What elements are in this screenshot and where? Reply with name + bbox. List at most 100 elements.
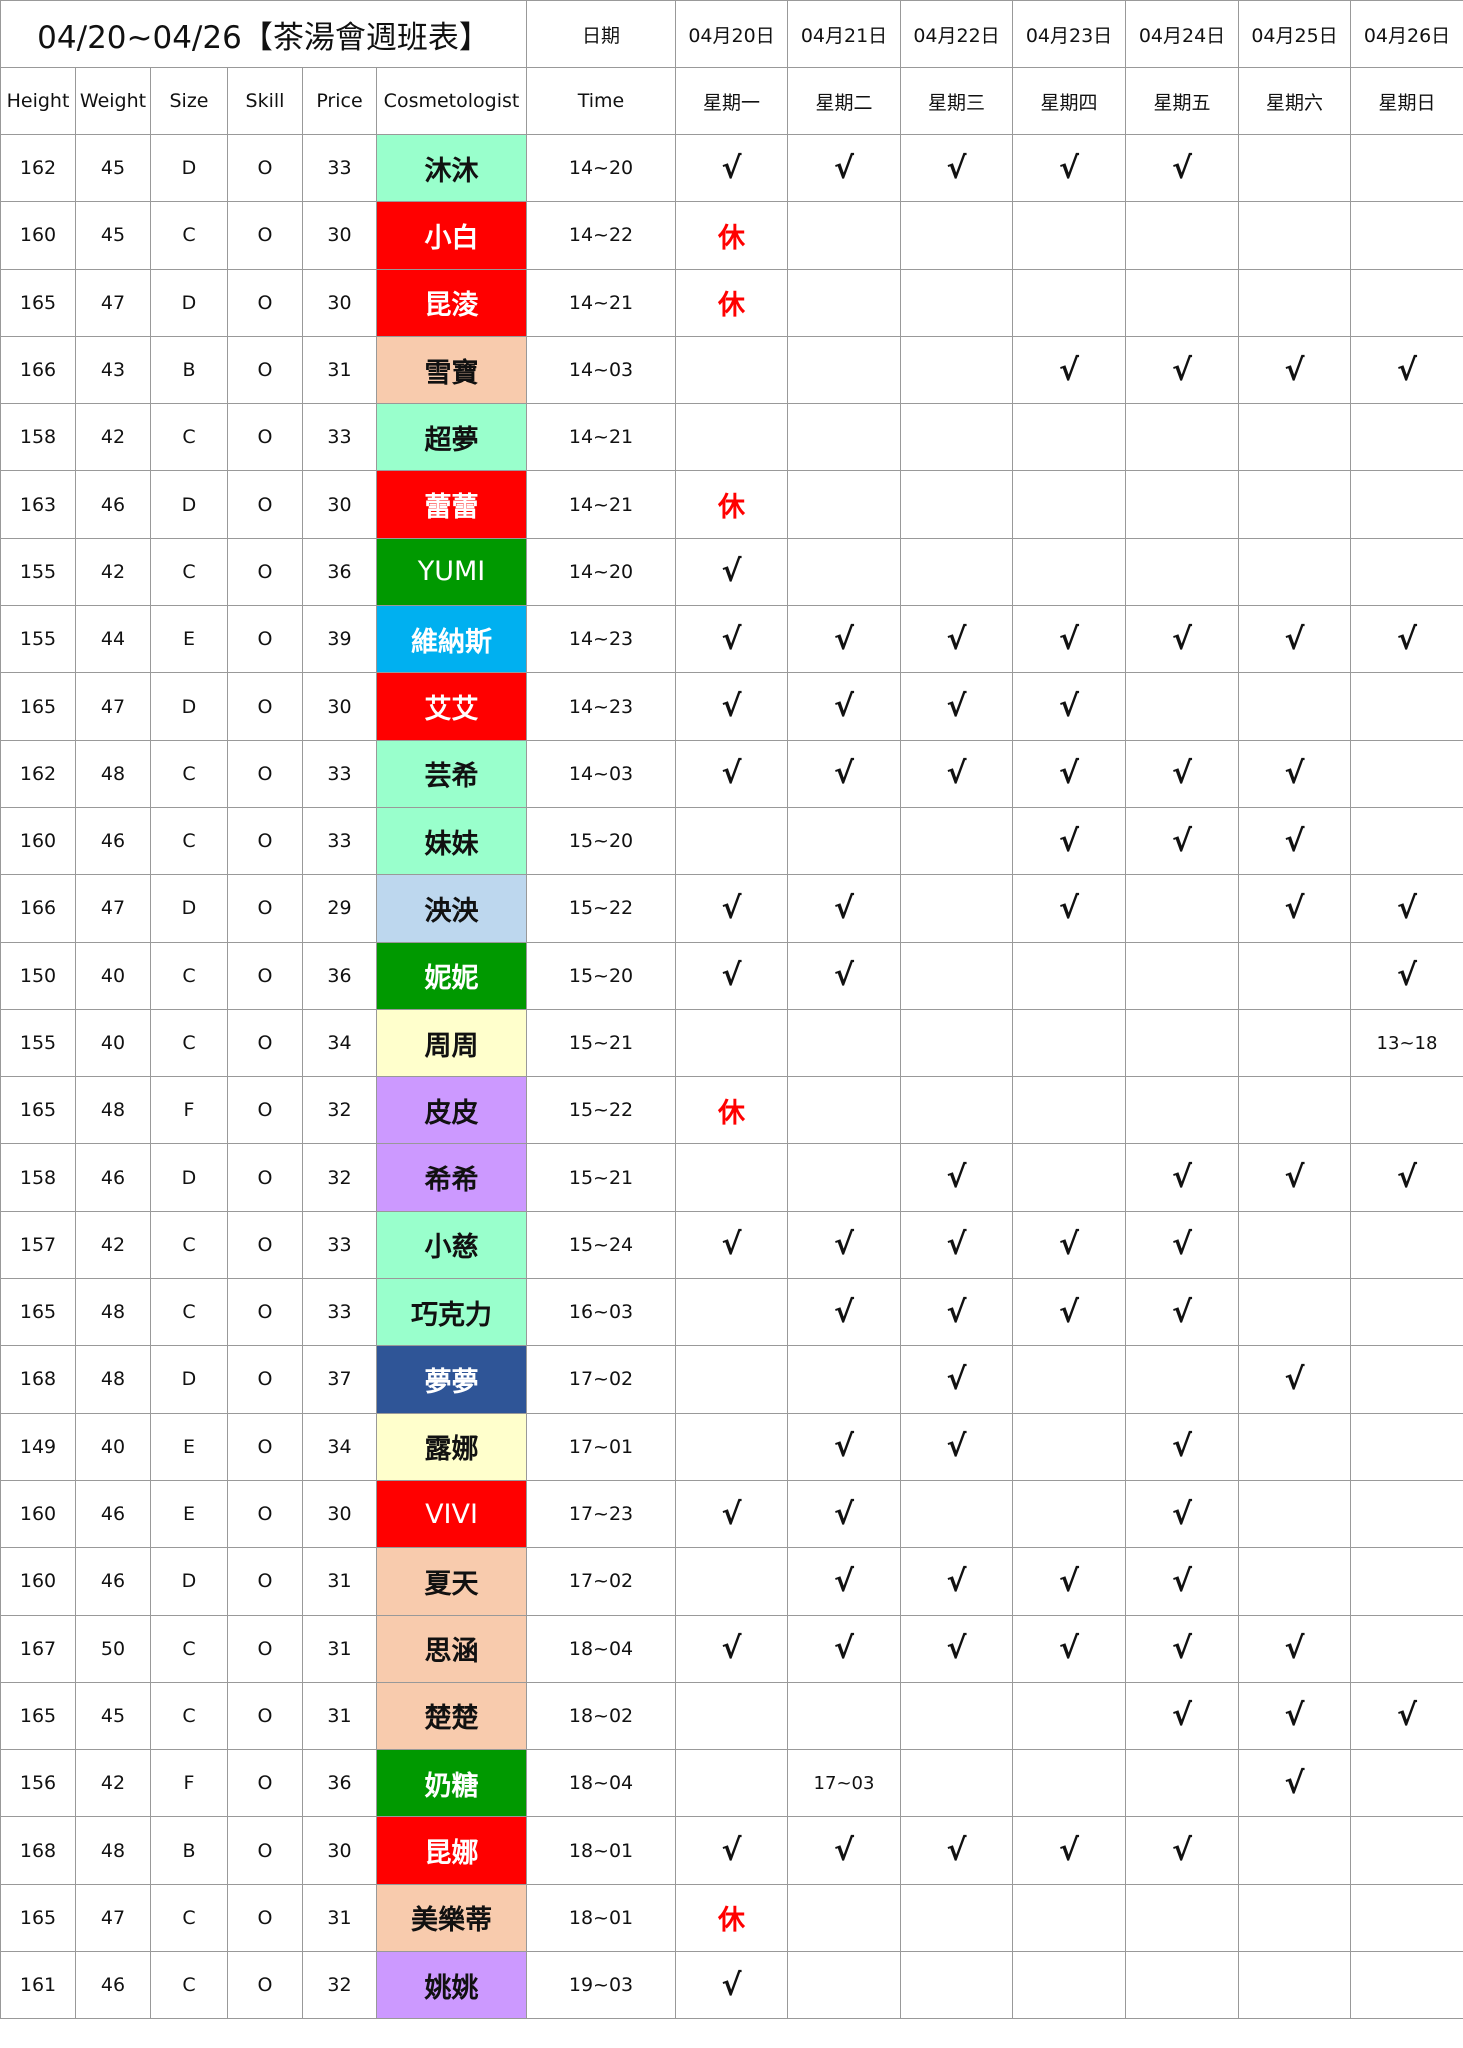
day-cell: [1350, 1614, 1463, 1683]
table-row: 165 47 D O 30 艾艾 14~23 √ √ √ √: [0, 672, 1463, 741]
price-cell: 32: [302, 1143, 377, 1212]
check-mark-cell: √: [1125, 1412, 1239, 1481]
title-row: 04/20~04/26【茶湯會週班表】 日期 04月20日 04月21日 04月22…: [0, 0, 1463, 68]
day-cell: [1238, 1951, 1351, 2020]
height-cell: 166: [0, 335, 76, 405]
check-mark-cell: √: [1238, 874, 1351, 943]
weekday-header: 星期一: [675, 67, 788, 135]
day-cell: [1125, 1076, 1239, 1145]
check-mark-cell: √: [900, 672, 1013, 741]
time-cell: 18~01: [526, 1883, 676, 1953]
check-mark-cell: √: [1238, 1614, 1351, 1683]
weight-cell: 45: [75, 201, 151, 270]
day-off-cell: 休: [675, 201, 788, 270]
day-cell: [1350, 1076, 1463, 1145]
weight-cell: 47: [75, 672, 151, 741]
day-off-cell: 休: [675, 470, 788, 539]
size-cell: D: [150, 672, 228, 741]
cosmetologist-name: 昆淩: [376, 268, 527, 337]
weight-cell: 45: [75, 133, 151, 203]
day-cell: [900, 403, 1013, 472]
day-cell: [1012, 268, 1126, 337]
time-cell: 18~04: [526, 1614, 676, 1683]
table-row: 155 42 C O 36 YUMI 14~20 √: [0, 537, 1463, 607]
check-mark-cell: √: [787, 1412, 901, 1481]
check-mark-cell: √: [1125, 739, 1239, 808]
skill-cell: O: [227, 1278, 303, 1347]
weight-cell: 46: [75, 1951, 151, 2020]
size-cell: C: [150, 1210, 228, 1280]
time-cell: 17~01: [526, 1412, 676, 1481]
height-cell: 165: [0, 1883, 76, 1953]
check-mark-cell: √: [900, 1143, 1013, 1212]
check-mark-cell: √: [1125, 335, 1239, 405]
size-cell: C: [150, 537, 228, 607]
time-cell: 18~04: [526, 1749, 676, 1818]
time-cell: 17~02: [526, 1345, 676, 1414]
day-off-cell: 休: [675, 268, 788, 337]
check-mark-cell: √: [900, 1345, 1013, 1414]
day-cell: [787, 1951, 901, 2020]
day-cell: [1238, 403, 1351, 472]
price-cell: 32: [302, 1951, 377, 2020]
table-row: 166 47 D O 29 泱泱 15~22 √ √ √ √ √: [0, 874, 1463, 943]
size-cell: E: [150, 1479, 228, 1549]
check-mark-cell: √: [1125, 1210, 1239, 1280]
check-mark-cell: √: [1350, 605, 1463, 674]
cosmetologist-name: 雪寶: [376, 335, 527, 405]
day-cell: [900, 1479, 1013, 1549]
price-cell: 30: [302, 268, 377, 337]
price-cell: 33: [302, 1210, 377, 1280]
day-cell: [900, 201, 1013, 270]
check-mark-cell: √: [787, 739, 901, 808]
day-cell: [787, 537, 901, 607]
price-cell: 36: [302, 941, 377, 1010]
height-cell: 158: [0, 1143, 76, 1212]
weight-cell: 40: [75, 1412, 151, 1481]
weekday-header: 星期五: [1125, 67, 1239, 135]
check-mark-cell: √: [1125, 1143, 1239, 1212]
price-cell: 39: [302, 605, 377, 674]
check-mark-cell: √: [1012, 1210, 1126, 1280]
day-cell: [1125, 403, 1239, 472]
skill-cell: O: [227, 1210, 303, 1280]
check-mark-cell: √: [1012, 672, 1126, 741]
check-mark-cell: √: [787, 1479, 901, 1549]
day-cell: [787, 1076, 901, 1145]
check-mark-cell: √: [1350, 874, 1463, 943]
skill-cell: O: [227, 1883, 303, 1953]
check-mark-cell: √: [787, 1547, 901, 1616]
skill-cell: O: [227, 941, 303, 1010]
height-cell: 168: [0, 1345, 76, 1414]
skill-cell: O: [227, 201, 303, 270]
height-cell: 160: [0, 1547, 76, 1616]
check-mark-cell: √: [1125, 133, 1239, 203]
size-cell: B: [150, 1816, 228, 1885]
day-cell: [1012, 1951, 1126, 2020]
price-cell: 30: [302, 672, 377, 741]
skill-cell: O: [227, 874, 303, 943]
time-cell: 14~21: [526, 470, 676, 539]
check-mark-cell: √: [675, 1951, 788, 2020]
height-cell: 168: [0, 1816, 76, 1885]
skill-cell: O: [227, 1614, 303, 1683]
size-cell: C: [150, 1681, 228, 1751]
cosmetologist-name: 艾艾: [376, 672, 527, 741]
check-mark-cell: √: [1238, 1681, 1351, 1751]
skill-cell: O: [227, 537, 303, 607]
check-mark-cell: √: [1238, 1749, 1351, 1818]
check-mark-cell: √: [1238, 806, 1351, 876]
day-cell: [1238, 1883, 1351, 1953]
weight-cell: 50: [75, 1614, 151, 1683]
day-cell: [1125, 941, 1239, 1010]
day-cell: [675, 1008, 788, 1078]
check-mark-cell: √: [900, 1412, 1013, 1481]
check-mark-cell: √: [675, 605, 788, 674]
table-row: 165 47 C O 31 美樂蒂 18~01 休: [0, 1883, 1463, 1953]
check-mark-cell: √: [1012, 605, 1126, 674]
table-row: 168 48 D O 37 夢夢 17~02 √ √: [0, 1345, 1463, 1414]
time-cell: 15~22: [526, 874, 676, 943]
weight-cell: 40: [75, 941, 151, 1010]
size-cell: C: [150, 806, 228, 876]
